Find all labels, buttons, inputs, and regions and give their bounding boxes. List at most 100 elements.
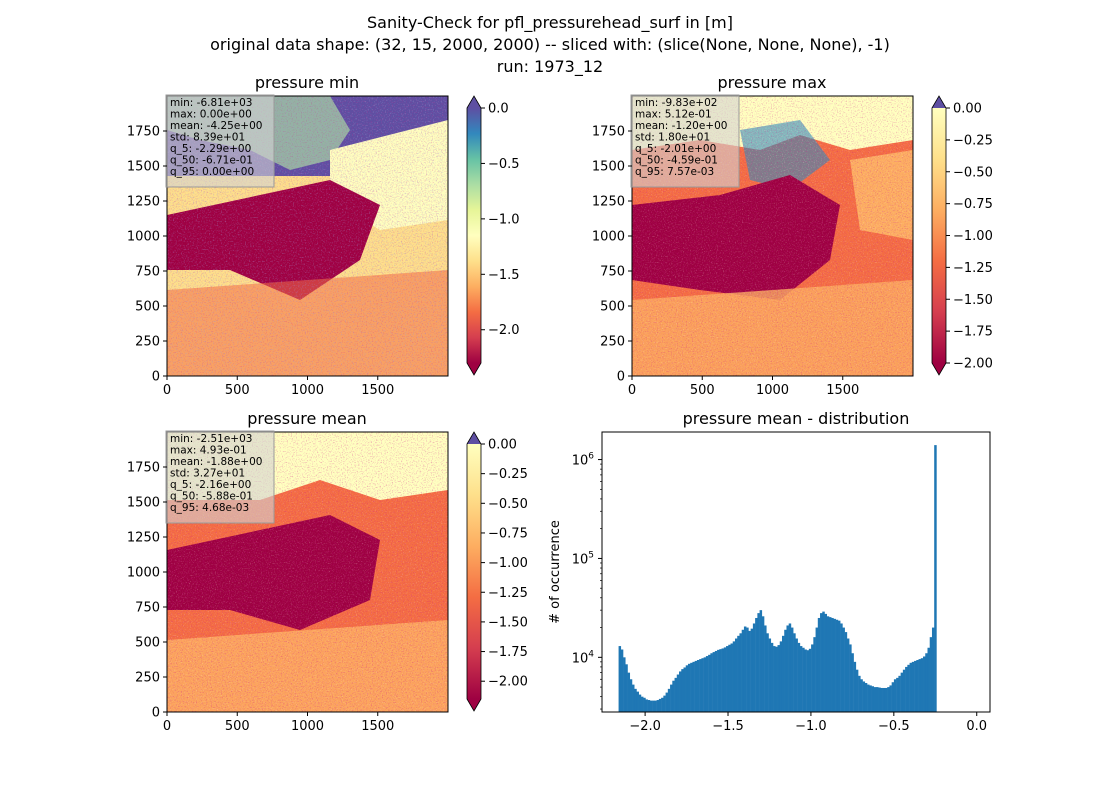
histogram-bar — [820, 613, 823, 712]
histogram-bar — [779, 641, 783, 712]
axis-ticks: 0 500 1000 1500 0 250 500 750 1000 1250 1500 1750 — [127, 125, 394, 399]
histogram-bar — [891, 682, 895, 712]
y-tick-label: 1500 — [127, 160, 160, 175]
histogram-bar — [746, 627, 749, 712]
histogram-bar — [645, 699, 648, 712]
x-tick-label: 0 — [163, 719, 171, 734]
histogram-bar — [867, 684, 870, 712]
stats-line: q_95: 7.57e-03 — [635, 166, 714, 178]
y-tick-label: 0 — [152, 706, 160, 721]
histogram-bar — [808, 648, 812, 712]
histogram-bar — [889, 685, 892, 712]
histogram-bar — [864, 683, 868, 712]
histogram-bar — [837, 620, 841, 712]
histogram-bar — [629, 679, 633, 712]
y-tick-label: 1750 — [127, 461, 160, 476]
colorbar-tick-label: −1.00 — [488, 556, 528, 571]
stats-line: q_5: -2.16e+00 — [170, 479, 251, 491]
histogram-bar — [829, 617, 832, 712]
y-tick-label: 106 — [572, 452, 595, 469]
histogram-bar — [911, 661, 915, 712]
histogram-bar — [902, 669, 906, 712]
histogram-bar — [851, 653, 854, 712]
stats-line: q_50: -6.71e-01 — [170, 155, 253, 167]
histogram-bar — [824, 613, 828, 712]
colorbar-tick-label: 0.00 — [488, 438, 517, 453]
x-tick-label: 1000 — [291, 719, 324, 734]
histogram-bar — [726, 646, 729, 712]
y-tick-label: 0 — [152, 370, 160, 385]
colorbar: 0.00 −0.25 −0.50 −0.75 −1.00 −1.25 −1.50 −1.75 −… — [466, 431, 528, 712]
histogram-bar — [918, 659, 922, 712]
histogram-bar — [855, 669, 859, 712]
histogram-bar — [681, 669, 684, 712]
histogram-bar — [690, 662, 693, 712]
panel-title: pressure max — [717, 73, 826, 92]
x-tick-label: 0 — [628, 383, 636, 398]
stats-line: q_95: 0.00e+00 — [170, 166, 254, 178]
y-tick-label: 750 — [135, 601, 160, 616]
histogram-bar — [748, 630, 751, 712]
panel-title: pressure min — [255, 73, 359, 92]
histogram-bar — [674, 677, 678, 712]
stats-line: q_5: -2.29e+00 — [170, 143, 251, 155]
histogram-bars — [618, 445, 937, 712]
stats-line: std: 1.80e+01 — [635, 132, 710, 144]
histogram-bar — [699, 659, 702, 712]
histogram-bar — [909, 662, 913, 712]
histogram-bar — [833, 618, 836, 712]
histogram-bar — [728, 644, 731, 712]
y-tick-label: 250 — [135, 335, 160, 350]
stats-line: std: 8.39e+01 — [170, 132, 245, 144]
histogram-bar — [761, 616, 765, 712]
y-tick-label: 250 — [135, 671, 160, 686]
stats-line: q_95: 4.68e-03 — [170, 502, 249, 514]
histogram-bar — [822, 611, 825, 712]
y-tick-label: 500 — [135, 636, 160, 651]
histogram-bar — [627, 672, 631, 712]
histogram-bar — [799, 646, 803, 712]
stats-line: mean: -4.25e+00 — [170, 120, 262, 132]
histogram-bar — [802, 647, 805, 712]
panel-title: pressure mean - distribution — [683, 409, 910, 428]
histogram-bar — [743, 626, 747, 712]
colorbar-tick-label: −1.75 — [953, 325, 993, 340]
histogram-bar — [730, 643, 733, 712]
y-tick-label: 500 — [600, 300, 625, 315]
histogram-bar — [701, 658, 704, 712]
histogram-bar — [739, 633, 742, 712]
suptitle-line-2: original data shape: (32, 15, 2000, 2000… — [210, 35, 890, 54]
y-tick-label: 500 — [135, 300, 160, 315]
suptitle-line-1: Sanity-Check for pfl_pressurehead_surf i… — [367, 13, 733, 33]
histogram-bar — [687, 663, 691, 712]
panel-title: pressure mean — [247, 409, 367, 428]
panel-distribution: pressure mean - distribution −2.0 −1.5 −1.… — [548, 409, 991, 734]
histogram-bar — [887, 687, 890, 712]
histogram-bar — [766, 633, 769, 712]
histogram-bar — [723, 647, 727, 712]
stats-line: min: -9.83e+02 — [635, 97, 717, 109]
histogram-bar — [634, 688, 637, 712]
histogram-bar — [654, 700, 657, 712]
histogram-bar — [934, 445, 937, 712]
x-tick-label: 1500 — [361, 719, 394, 734]
histogram-bar — [692, 661, 695, 712]
colorbar-tick-label: −0.25 — [953, 133, 993, 148]
y-tick-label: 1000 — [592, 230, 625, 245]
colorbar: 0.00 −0.25 −0.50 −0.75 −1.00 −1.25 −1.50 −1.75 −… — [931, 95, 993, 376]
colorbar-tick-label: −0.50 — [488, 497, 528, 512]
stats-line: q_50: -4.59e-01 — [635, 155, 718, 167]
histogram-bar — [795, 638, 798, 712]
histogram-bar — [869, 685, 872, 712]
x-tick-label: 1000 — [291, 383, 324, 398]
y-tick-label: 750 — [600, 265, 625, 280]
histogram-bar — [849, 644, 852, 712]
y-axis-label: # of occurrence — [548, 520, 563, 624]
y-tick-label: 1750 — [127, 125, 160, 140]
colorbar-tick-label: −1.0 — [488, 212, 520, 227]
histogram-bar — [793, 633, 796, 712]
histogram-bar — [636, 691, 639, 712]
histogram-bar — [620, 649, 624, 712]
